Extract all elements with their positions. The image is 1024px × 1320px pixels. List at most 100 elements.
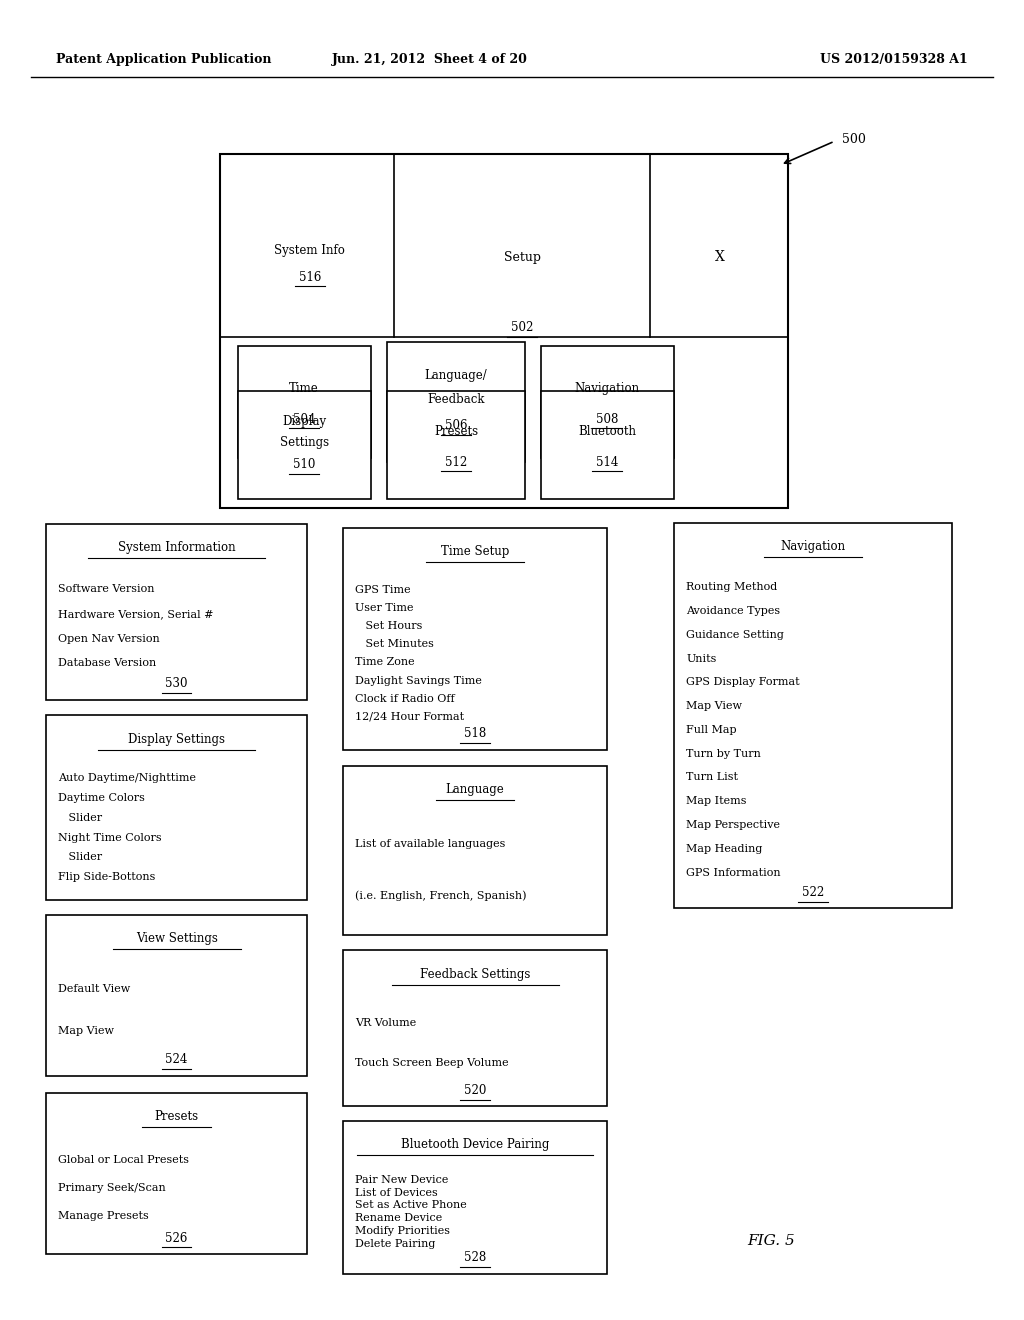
Text: 516: 516 bbox=[299, 271, 321, 284]
Text: Map Perspective: Map Perspective bbox=[686, 820, 780, 830]
Text: Pair New Device: Pair New Device bbox=[355, 1175, 449, 1185]
Bar bbox=[46, 715, 307, 900]
Text: Feedback Settings: Feedback Settings bbox=[420, 968, 530, 981]
Text: Time Zone: Time Zone bbox=[355, 657, 415, 668]
Text: Language/: Language/ bbox=[425, 370, 487, 381]
Text: Settings: Settings bbox=[280, 436, 329, 449]
Bar bbox=[343, 950, 607, 1106]
Text: Display Settings: Display Settings bbox=[128, 733, 225, 746]
Text: US 2012/0159328 A1: US 2012/0159328 A1 bbox=[820, 53, 968, 66]
Text: 512: 512 bbox=[445, 455, 467, 469]
Text: 514: 514 bbox=[596, 455, 618, 469]
Text: Presets: Presets bbox=[155, 1110, 199, 1123]
Bar bbox=[387, 391, 525, 499]
Text: 500: 500 bbox=[842, 133, 865, 147]
Text: Default View: Default View bbox=[58, 983, 131, 994]
Text: Modify Priorities: Modify Priorities bbox=[355, 1226, 451, 1236]
Text: Navigation: Navigation bbox=[574, 383, 640, 395]
Text: 520: 520 bbox=[464, 1084, 486, 1097]
Text: List of Devices: List of Devices bbox=[355, 1188, 438, 1197]
Text: 502: 502 bbox=[511, 321, 534, 334]
Text: X: X bbox=[715, 251, 724, 264]
Text: Set Hours: Set Hours bbox=[355, 622, 423, 631]
Text: 510: 510 bbox=[293, 458, 315, 471]
Text: GPS Information: GPS Information bbox=[686, 867, 780, 878]
Text: Daylight Savings Time: Daylight Savings Time bbox=[355, 676, 482, 685]
Bar bbox=[343, 766, 607, 935]
Text: Turn List: Turn List bbox=[686, 772, 738, 783]
Text: Hardware Version, Serial #: Hardware Version, Serial # bbox=[58, 609, 214, 619]
Bar bbox=[220, 154, 788, 508]
Text: Display: Display bbox=[282, 414, 327, 428]
Text: (i.e. English, French, Spanish): (i.e. English, French, Spanish) bbox=[355, 890, 526, 902]
Text: Software Version: Software Version bbox=[58, 585, 155, 594]
Bar bbox=[387, 342, 525, 462]
Text: 522: 522 bbox=[802, 886, 824, 899]
Text: Rename Device: Rename Device bbox=[355, 1213, 442, 1224]
Text: Jun. 21, 2012  Sheet 4 of 20: Jun. 21, 2012 Sheet 4 of 20 bbox=[332, 53, 528, 66]
Bar bbox=[541, 391, 674, 499]
Text: Delete Pairing: Delete Pairing bbox=[355, 1238, 435, 1249]
Text: 518: 518 bbox=[464, 727, 486, 741]
Text: View Settings: View Settings bbox=[136, 932, 217, 945]
Text: Map Items: Map Items bbox=[686, 796, 746, 807]
Text: Auto Daytime/Nighttime: Auto Daytime/Nighttime bbox=[58, 774, 197, 783]
Text: Guidance Setting: Guidance Setting bbox=[686, 630, 784, 640]
Text: Map View: Map View bbox=[686, 701, 742, 711]
Text: GPS Time: GPS Time bbox=[355, 585, 411, 595]
Text: Bluetooth Device Pairing: Bluetooth Device Pairing bbox=[401, 1138, 549, 1151]
Text: Manage Presets: Manage Presets bbox=[58, 1212, 150, 1221]
Text: Open Nav Version: Open Nav Version bbox=[58, 634, 160, 644]
Bar bbox=[674, 523, 952, 908]
Text: List of available languages: List of available languages bbox=[355, 840, 506, 849]
Text: Global or Local Presets: Global or Local Presets bbox=[58, 1155, 189, 1164]
Text: Map Heading: Map Heading bbox=[686, 843, 763, 854]
Bar bbox=[238, 346, 371, 458]
Text: Primary Seek/Scan: Primary Seek/Scan bbox=[58, 1183, 166, 1193]
Bar bbox=[46, 1093, 307, 1254]
Text: System Info: System Info bbox=[274, 244, 345, 257]
Text: Presets: Presets bbox=[434, 425, 478, 438]
Text: Units: Units bbox=[686, 653, 717, 664]
Text: Navigation: Navigation bbox=[780, 540, 846, 553]
Text: FIG. 5: FIG. 5 bbox=[748, 1234, 796, 1247]
Text: 528: 528 bbox=[464, 1251, 486, 1265]
Text: 504: 504 bbox=[293, 413, 315, 425]
Text: Database Version: Database Version bbox=[58, 659, 157, 668]
Text: Set as Active Phone: Set as Active Phone bbox=[355, 1200, 467, 1210]
Text: Patent Application Publication: Patent Application Publication bbox=[56, 53, 271, 66]
Text: Bluetooth: Bluetooth bbox=[579, 425, 636, 438]
Text: Touch Screen Beep Volume: Touch Screen Beep Volume bbox=[355, 1057, 509, 1068]
Text: Avoidance Types: Avoidance Types bbox=[686, 606, 780, 616]
Text: Time: Time bbox=[289, 383, 319, 395]
Bar bbox=[343, 528, 607, 750]
Bar bbox=[343, 1121, 607, 1274]
Text: Slider: Slider bbox=[58, 813, 102, 822]
Text: 524: 524 bbox=[166, 1053, 187, 1067]
Text: Map View: Map View bbox=[58, 1026, 115, 1036]
Bar bbox=[46, 524, 307, 700]
Text: 506: 506 bbox=[445, 420, 467, 432]
Text: User Time: User Time bbox=[355, 603, 414, 612]
Text: Daytime Colors: Daytime Colors bbox=[58, 793, 145, 803]
Bar bbox=[541, 346, 674, 458]
Text: Slider: Slider bbox=[58, 853, 102, 862]
Text: Night Time Colors: Night Time Colors bbox=[58, 833, 162, 842]
Text: Full Map: Full Map bbox=[686, 725, 736, 735]
Text: Setup: Setup bbox=[504, 251, 541, 264]
Text: System Information: System Information bbox=[118, 541, 236, 554]
Text: 526: 526 bbox=[166, 1232, 187, 1245]
Bar bbox=[46, 915, 307, 1076]
Text: Clock if Radio Off: Clock if Radio Off bbox=[355, 694, 455, 704]
Text: Routing Method: Routing Method bbox=[686, 582, 777, 593]
Text: GPS Display Format: GPS Display Format bbox=[686, 677, 800, 688]
Text: Language: Language bbox=[445, 783, 505, 796]
Text: Set Minutes: Set Minutes bbox=[355, 639, 434, 649]
Text: Flip Side-Bottons: Flip Side-Bottons bbox=[58, 873, 156, 882]
Text: Time Setup: Time Setup bbox=[441, 545, 509, 558]
Text: VR Volume: VR Volume bbox=[355, 1018, 417, 1028]
Text: Feedback: Feedback bbox=[427, 393, 485, 405]
Text: 530: 530 bbox=[166, 677, 187, 690]
Text: 508: 508 bbox=[596, 413, 618, 425]
Bar bbox=[238, 391, 371, 499]
